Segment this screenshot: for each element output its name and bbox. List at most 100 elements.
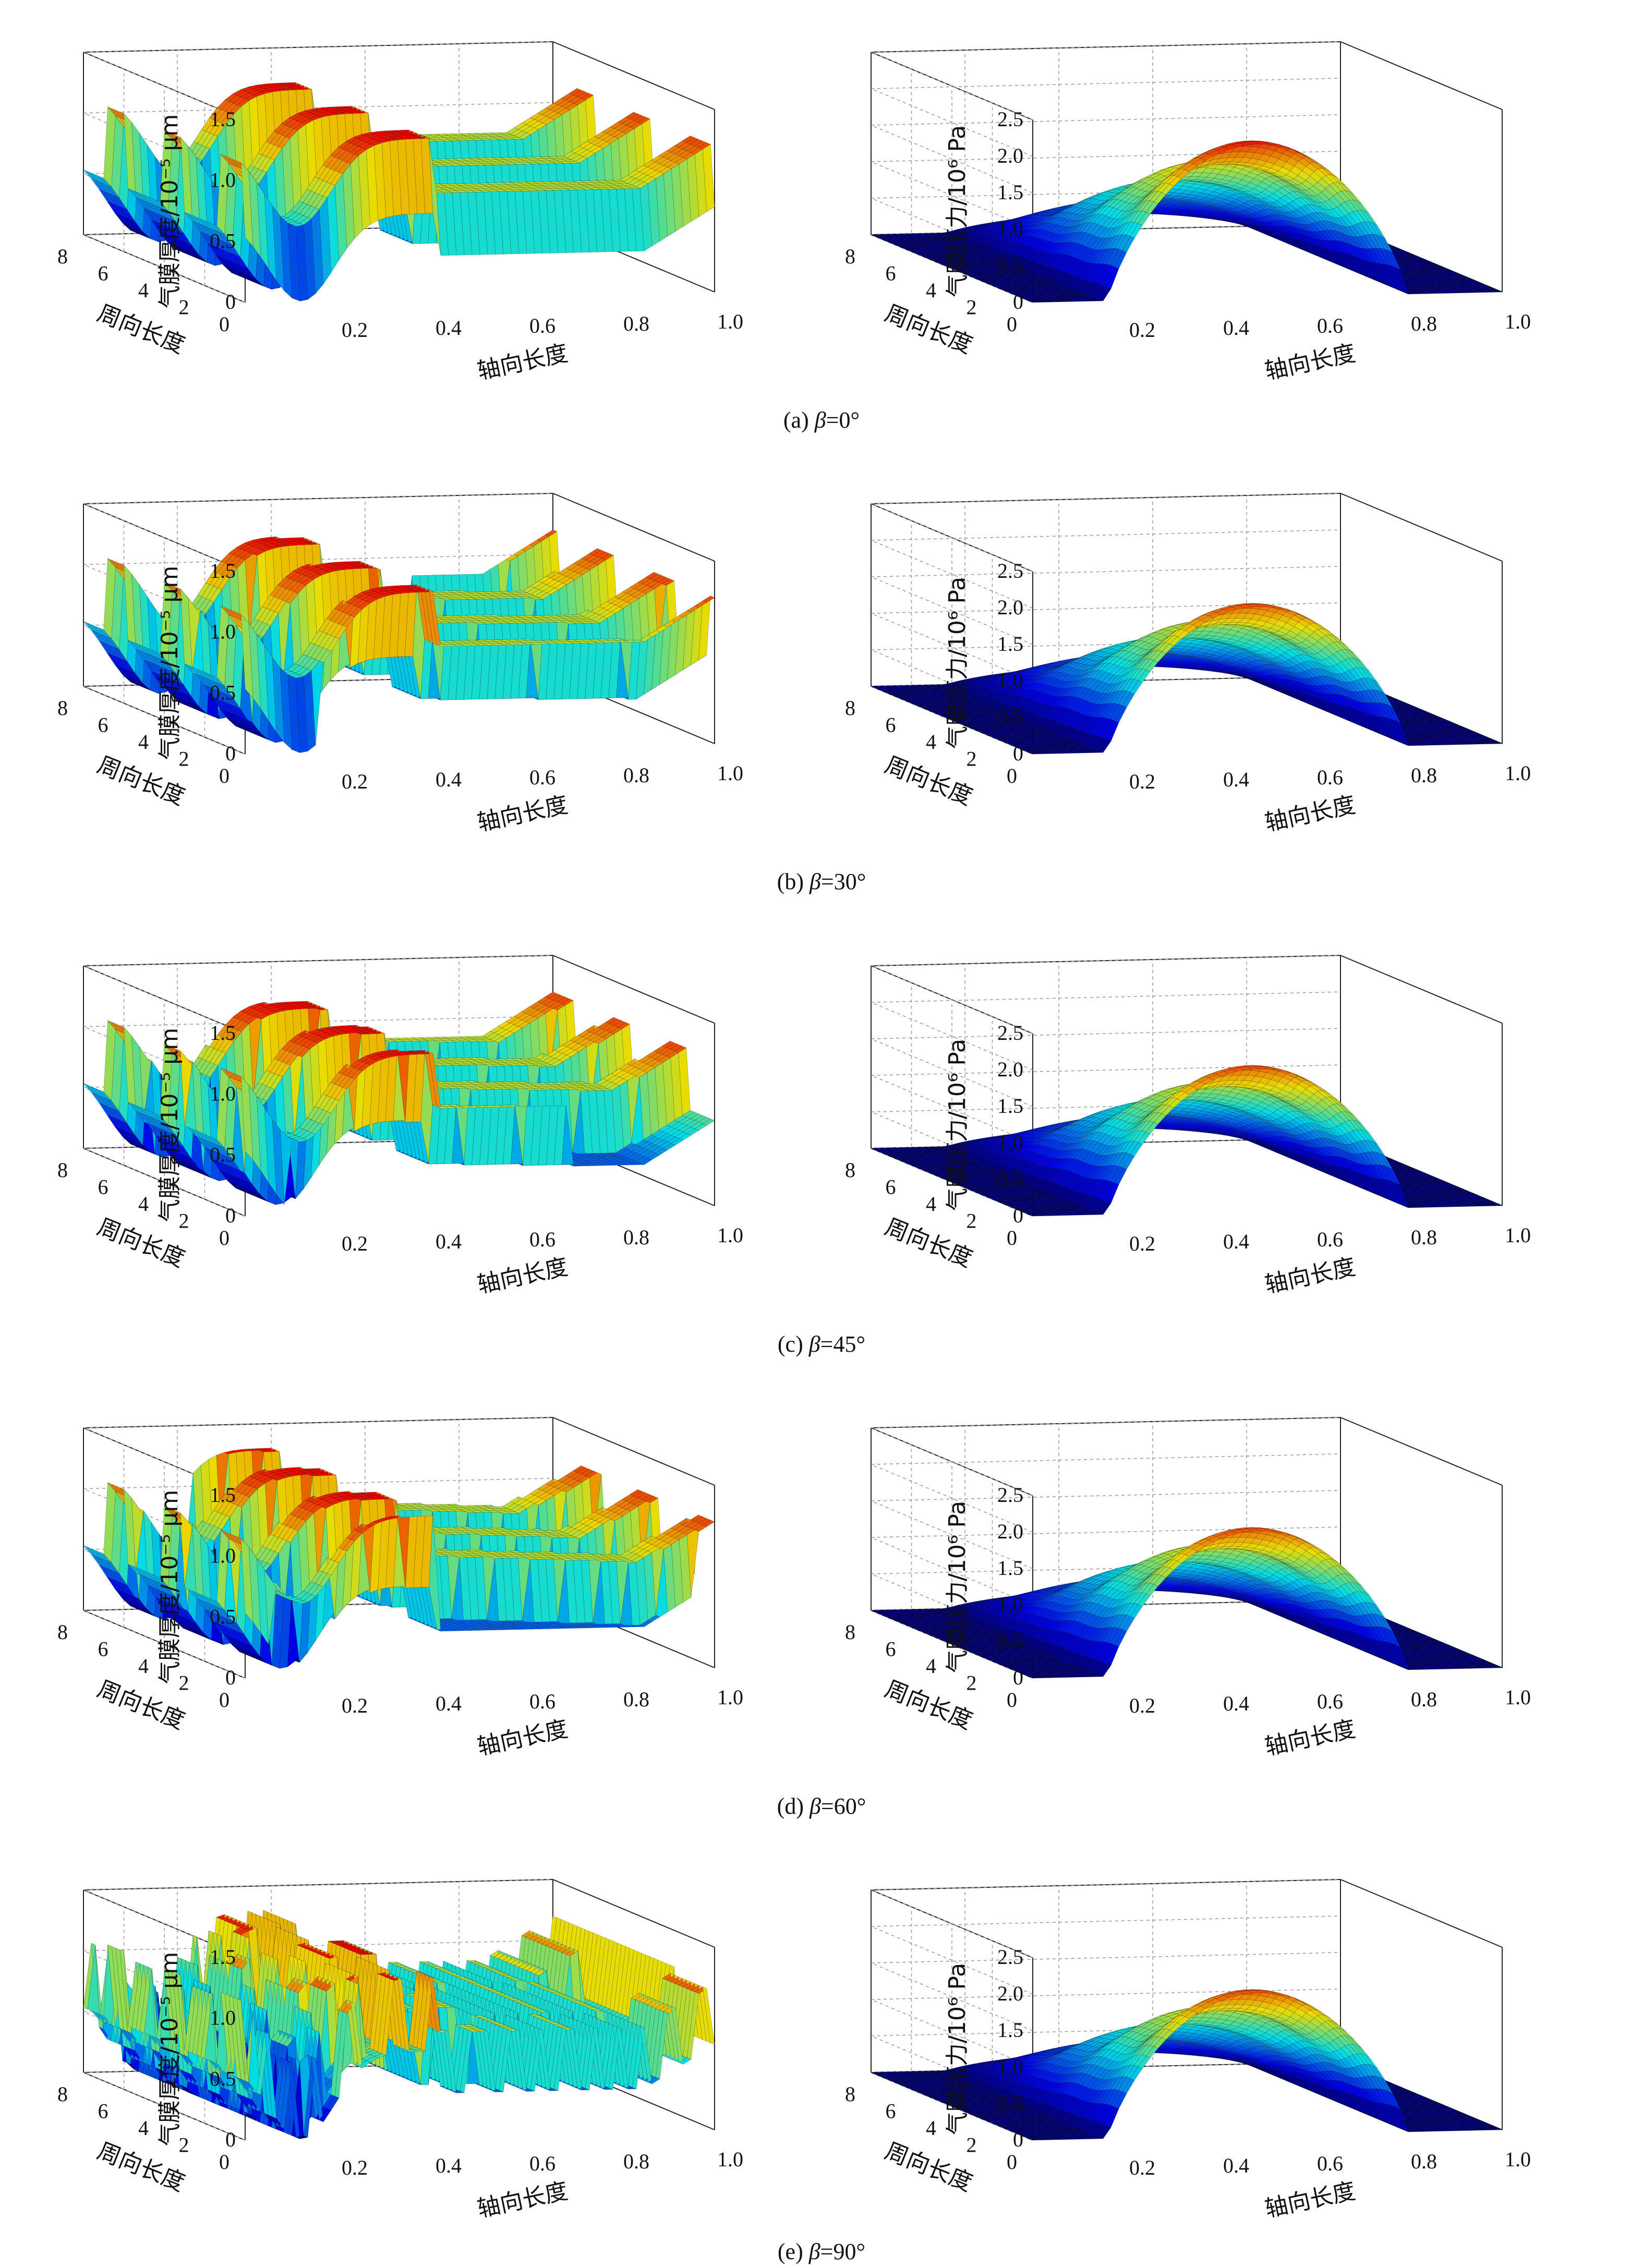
x-tick-label: 1.0 (717, 761, 743, 785)
z-tick-label: 0 (1013, 2128, 1023, 2151)
y-tick-label: 6 (98, 1175, 108, 1199)
z-tick-label: 2.5 (997, 559, 1023, 583)
tick-labels: 0 0.5 1.0 1.5 0.2 0.4 0.6 0.8 1.0 0 2 4 6 8 (57, 1021, 743, 1255)
panel-a-right: 0 0.5 1.0 1.5 2.0 2.5 0.2 0.4 0.6 0.8 1.0 0 2 4 6 8 轴向长度… (845, 41, 1531, 385)
x-axis-label: 轴向长度 (475, 1716, 571, 1761)
surface (871, 1527, 1503, 1679)
panel-e-left: 00.51.01.50.2 0.4 0.6 0.8 1.002468轴向长度周向长度气膜… (57, 1879, 743, 2223)
caption-symbol: β (815, 407, 826, 433)
z-tick-label: 1.0 (210, 2006, 236, 2030)
x-tick-label: 1.0 (1505, 761, 1531, 785)
x-tick-label: 0.8 (1411, 1226, 1437, 1249)
z-tick-label: 0 (1013, 1666, 1023, 1689)
x-axis-label: 轴向长度 (1263, 1716, 1358, 1761)
panel-a-left: 00.51.01.50.2 0.4 0.6 0.8 1.002468轴向长度周向长度气膜… (57, 41, 743, 385)
x-tick-label: 0.4 (1223, 2154, 1249, 2177)
y-tick-label: 2 (179, 296, 189, 319)
x-tick-label: 0.4 (1223, 1692, 1249, 1715)
x-tick-label: 0.2 (1129, 2156, 1155, 2179)
y-tick-label: 6 (886, 262, 896, 285)
y-tick-label: 6 (98, 262, 108, 285)
caption-value: =30° (821, 869, 866, 894)
tick-labels: 0 0.5 1.0 1.5 0.2 0.4 0.6 0.8 1.0 0 2 4 6 8 (57, 559, 743, 793)
x-axis-label: 轴向长度 (1263, 792, 1358, 836)
x-tick-label: 0.6 (1317, 766, 1343, 789)
z-tick-label: 1.5 (997, 180, 1023, 204)
z-axis-label: 气膜压力/10⁶ Pa (944, 577, 971, 749)
panel-c-right: 0 0.5 1.0 1.5 2.0 2.5 0.2 0.4 0.6 0.8 1.0 0 2 4 6 8 轴向长度… (845, 955, 1531, 1299)
surface (871, 140, 1503, 303)
y-tick-label: 8 (845, 1158, 855, 1182)
panel-d-left: 00.51.01.50.2 0.4 0.6 0.8 1.002468轴向长度周向长度气膜… (57, 1417, 743, 1761)
x-tick-label: 0.2 (342, 1694, 368, 1717)
y-tick-label: 8 (845, 696, 855, 720)
x-tick-label: 1.0 (717, 1685, 743, 1709)
x-tick-label: 0.6 (529, 314, 555, 337)
x-tick-label: 0.4 (436, 2154, 462, 2177)
y-tick-label: 0 (219, 764, 229, 787)
y-tick-label: 4 (138, 2116, 149, 2140)
panel-b-right: 0 0.5 1.0 1.5 2.0 2.5 0.2 0.4 0.6 0.8 1.0 0 2 4 6 8 轴向长度… (845, 493, 1531, 836)
tick-labels: 0 0.5 1.0 1.5 2.0 2.5 0.2 0.4 0.6 0.8 1.0 0 2 4 6 8 (845, 1945, 1531, 2179)
x-tick-label: 0.8 (1411, 312, 1437, 335)
y-tick-label: 2 (179, 747, 189, 771)
z-tick-label: 1.5 (997, 1556, 1023, 1580)
z-tick-label: 2.0 (997, 1982, 1023, 2005)
caption-symbol: β (809, 2239, 820, 2264)
x-axis-label: 轴向长度 (475, 792, 571, 836)
caption-symbol: β (810, 869, 821, 894)
z-tick-label: 1.5 (997, 1094, 1023, 1118)
caption-letter: (e) (778, 2239, 809, 2264)
x-tick-label: 0.6 (1317, 2152, 1343, 2175)
z-tick-label: 2.0 (997, 1058, 1023, 1081)
z-tick-label: 0 (225, 1204, 236, 1227)
z-tick-label: 0 (1013, 1204, 1023, 1227)
y-tick-label: 8 (57, 245, 68, 268)
z-tick-label: 1.0 (210, 1544, 236, 1568)
z-tick-label: 1.5 (997, 632, 1023, 656)
figure-caption: (b) β=30° (0, 868, 1643, 895)
x-tick-label: 0.4 (1223, 1230, 1249, 1253)
z-tick-label: 0 (225, 2128, 236, 2151)
surface (871, 1065, 1503, 1217)
x-tick-label: 0.8 (623, 2150, 649, 2173)
y-tick-label: 4 (926, 1192, 936, 1216)
x-tick-label: 0.2 (1129, 318, 1155, 342)
y-tick-label: 6 (886, 2100, 896, 2123)
y-tick-label: 0 (219, 1226, 229, 1250)
tick-labels: 0 0.5 1.0 1.5 2.0 2.5 0.2 0.4 0.6 0.8 1.0 0 2 4 6 8 (845, 1021, 1531, 1255)
figure-caption: (a) β=0° (0, 407, 1643, 433)
y-tick-label: 0 (219, 312, 229, 336)
x-tick-label: 0.6 (529, 766, 555, 789)
y-tick-label: 6 (98, 2100, 108, 2123)
z-tick-label: 1.0 (210, 620, 236, 644)
x-tick-label: 1.0 (717, 1223, 743, 1247)
z-tick-label: 1.5 (210, 559, 236, 583)
z-tick-label: 1.0 (997, 2055, 1023, 2078)
z-tick-label: 2.0 (997, 596, 1023, 619)
caption-value: =45° (820, 1331, 865, 1357)
y-tick-label: 2 (179, 1671, 189, 1695)
y-tick-label: 4 (926, 730, 936, 754)
surface (83, 1448, 715, 1669)
z-axis-label: 气膜厚度/10⁻⁵ μm (156, 114, 183, 309)
z-tick-label: 0.5 (997, 1167, 1023, 1191)
y-tick-label: 8 (57, 696, 68, 720)
tick-labels: 0 0.5 1.0 1.5 0.2 0.4 0.6 0.8 1.0 0 2 4 6 8 (57, 107, 743, 342)
y-tick-label: 6 (886, 713, 896, 737)
y-tick-label: 2 (967, 1209, 977, 1233)
z-tick-label: 1.0 (210, 1082, 236, 1106)
x-tick-label: 0.2 (342, 318, 368, 342)
z-tick-label: 0.5 (997, 2091, 1023, 2115)
caption-symbol: β (809, 1331, 820, 1357)
x-tick-label: 0.4 (436, 1230, 462, 1253)
x-axis-label: 轴向长度 (1263, 1254, 1358, 1299)
x-tick-label: 0.8 (1411, 2150, 1437, 2173)
z-tick-label: 1.0 (997, 217, 1023, 240)
z-tick-label: 1.0 (997, 1131, 1023, 1154)
z-tick-label: 2.0 (997, 144, 1023, 167)
caption-value: =90° (820, 2239, 865, 2264)
y-tick-label: 8 (57, 1158, 68, 1182)
z-tick-label: 2.5 (997, 1021, 1023, 1045)
y-tick-label: 2 (967, 1671, 977, 1695)
